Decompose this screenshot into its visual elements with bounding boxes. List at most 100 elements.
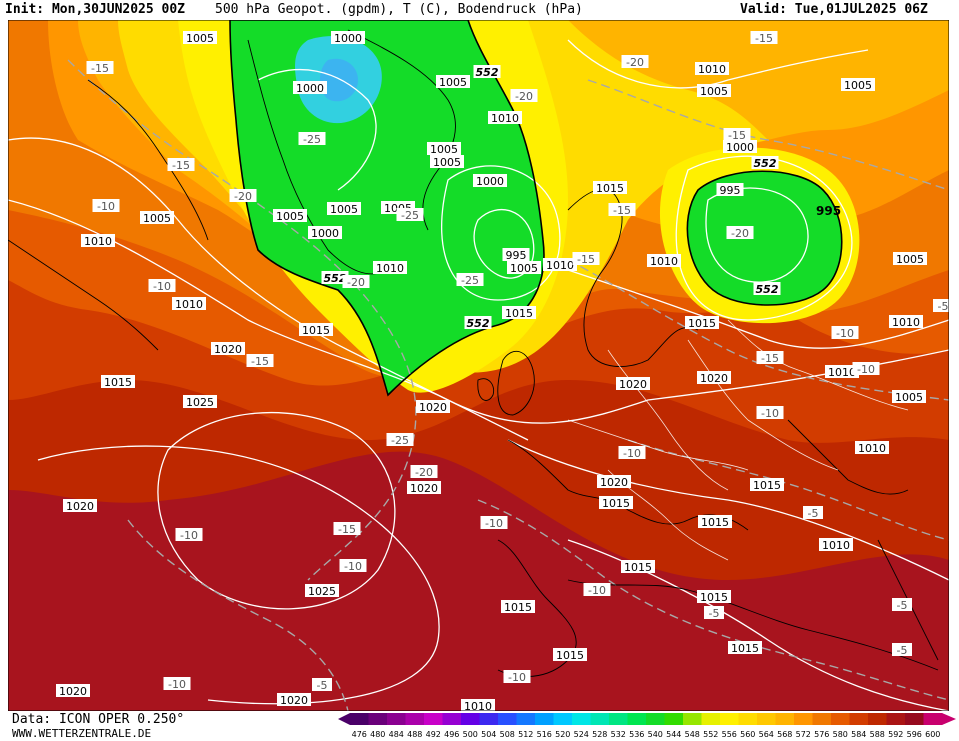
temperature-label: -15 [333, 522, 361, 536]
temperature-label: -10 [583, 583, 611, 597]
svg-text:-25: -25 [401, 209, 419, 222]
geopotential-label: 552 [751, 156, 779, 170]
temperature-label: -15 [86, 61, 114, 75]
colorbar-tick-labels: 476 480 484 488 492 496 500 504 508 512 516 520 524 5… [352, 730, 941, 739]
pressure-label: 1015 [698, 515, 732, 529]
temperature-label: -5 [704, 606, 724, 620]
pressure-label: 1015 [685, 316, 719, 330]
temperature-label: -20 [410, 465, 438, 479]
svg-text:-5: -5 [709, 607, 720, 620]
svg-text:-10: -10 [588, 584, 606, 597]
svg-text:-15: -15 [613, 204, 631, 217]
svg-text:1015: 1015 [302, 324, 330, 337]
colorbar-tick: 588 [870, 730, 885, 739]
svg-text:-5: -5 [897, 599, 908, 612]
svg-text:1005: 1005 [330, 203, 358, 216]
svg-text:-10: -10 [761, 407, 779, 420]
pressure-label: 1020 [416, 400, 450, 414]
svg-text:-15: -15 [251, 355, 269, 368]
svg-text:-10: -10 [485, 517, 503, 530]
coastlines [8, 29, 939, 677]
pressure-label: 1020 [407, 481, 441, 495]
colorbar-tick: 508 [500, 730, 515, 739]
pressure-label: 1005 [183, 31, 217, 45]
svg-text:-10: -10 [168, 678, 186, 691]
pressure-label: 1010 [647, 254, 681, 268]
svg-text:1010: 1010 [822, 539, 850, 552]
svg-text:552: 552 [756, 283, 779, 296]
colorbar-tick: 544 [666, 730, 681, 739]
colorbar-swatch [775, 713, 795, 725]
colorbar-tick: 584 [851, 730, 866, 739]
colorbar-swatch [387, 713, 406, 725]
svg-text:-15: -15 [338, 523, 356, 536]
svg-text:-25: -25 [391, 434, 409, 447]
pressure-label: 995 [716, 183, 744, 197]
svg-text:-10: -10 [623, 447, 641, 460]
svg-text:1020: 1020 [419, 401, 447, 414]
pressure-label: 1010 [81, 234, 115, 248]
svg-text:1020: 1020 [600, 476, 628, 489]
temperature-label: -20 [229, 189, 257, 203]
colorbar-tick: 520 [555, 730, 570, 739]
svg-text:-5: -5 [317, 679, 328, 692]
temperature-label: -15 [756, 351, 784, 365]
temperature-label: -10 [148, 279, 176, 293]
svg-text:552: 552 [754, 157, 777, 170]
svg-text:-20: -20 [415, 466, 433, 479]
svg-text:1000: 1000 [726, 141, 754, 154]
pressure-label: 1015 [728, 641, 762, 655]
colorbar-tick: 556 [722, 730, 737, 739]
svg-text:995: 995 [506, 249, 527, 262]
svg-text:-10: -10 [836, 327, 854, 340]
site-url: WWW.WETTERZENTRALE.DE [12, 727, 152, 740]
temperature-label: -5 [933, 299, 949, 313]
svg-text:1010: 1010 [546, 259, 574, 272]
colorbar-swatch [368, 713, 388, 725]
colorbar-swatch [461, 713, 480, 725]
svg-text:995: 995 [720, 184, 741, 197]
temperature-label: -20 [621, 55, 649, 69]
svg-text:1015: 1015 [602, 497, 630, 510]
colorbar-tick: 576 [814, 730, 829, 739]
colorbar-swatch [350, 713, 369, 725]
pressure-label: 1005 [327, 202, 361, 216]
map-footer: Data: ICON OPER 0.250° WWW.WETTERZENTRAL… [0, 711, 959, 741]
svg-text:-15: -15 [577, 253, 595, 266]
temperature-label: -10 [756, 406, 784, 420]
colorbar-tick: 488 [407, 730, 422, 739]
svg-text:-10: -10 [97, 200, 115, 213]
colorbar-tick: 484 [389, 730, 404, 739]
temperature-label: -15 [167, 158, 195, 172]
svg-text:-10: -10 [344, 560, 362, 573]
pressure-label: 1010 [488, 111, 522, 125]
temperature-label: -15 [246, 354, 274, 368]
svg-text:1015: 1015 [753, 479, 781, 492]
svg-text:1015: 1015 [700, 591, 728, 604]
svg-text:1020: 1020 [214, 343, 242, 356]
temperature-label: -5 [892, 643, 912, 657]
colorbar-tick: 492 [426, 730, 441, 739]
svg-text:1000: 1000 [296, 82, 324, 95]
pressure-label: 1015 [593, 181, 627, 195]
colorbar-swatch [683, 713, 702, 725]
svg-text:1000: 1000 [476, 175, 504, 188]
pressure-label: 1005 [427, 142, 461, 156]
pressure-label: 1010 [373, 261, 407, 275]
pressure-label: 1000 [331, 31, 365, 45]
colorbar-tick: 580 [833, 730, 848, 739]
svg-text:1020: 1020 [619, 378, 647, 391]
pressure-label: 1010 [825, 365, 859, 379]
colorbar-tick: 480 [370, 730, 385, 739]
colorbar-tick: 524 [574, 730, 589, 739]
temperature-label: -10 [163, 677, 191, 691]
temperature-label: -15 [723, 128, 751, 142]
colorbar-tick: 496 [444, 730, 459, 739]
colorbar-swatch [627, 713, 647, 725]
pressure-label: 1000 [293, 81, 327, 95]
svg-text:1005: 1005 [430, 143, 458, 156]
colorbar-swatch [516, 713, 536, 725]
svg-text:1000: 1000 [334, 32, 362, 45]
pressure-label: 1005 [892, 390, 926, 404]
pressure-label: 1020 [697, 371, 731, 385]
